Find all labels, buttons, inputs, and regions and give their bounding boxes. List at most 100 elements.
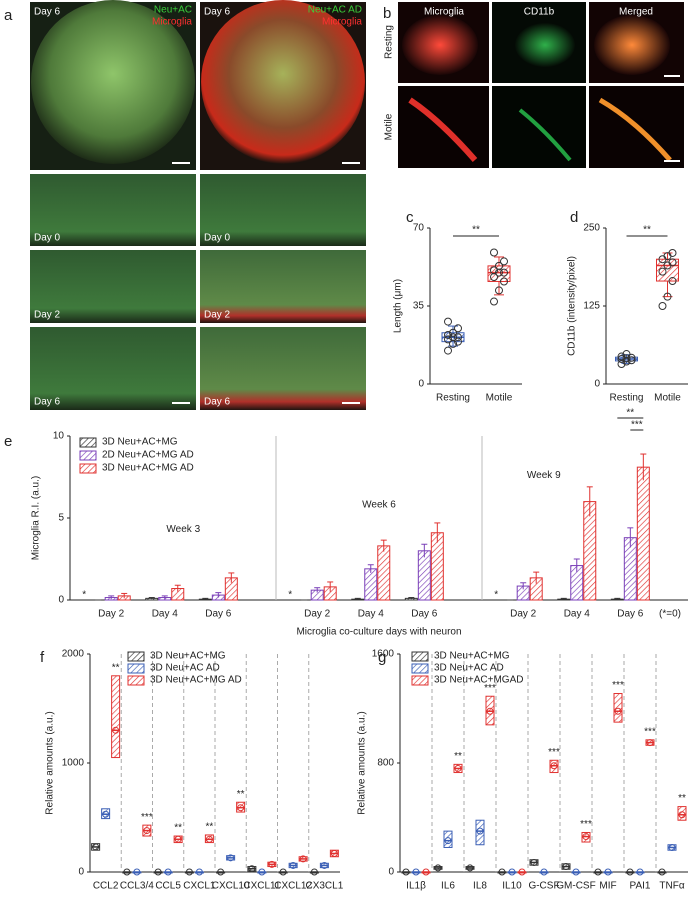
legend-swatch	[79, 463, 97, 474]
x-tick-label: PAI1	[630, 881, 651, 892]
data-point	[658, 267, 667, 276]
x-tick-label: G-CSF	[528, 881, 559, 892]
data-point	[133, 868, 141, 876]
data-point	[562, 863, 570, 871]
significance-label: ***	[612, 680, 624, 691]
significance-label: ***	[141, 812, 153, 823]
y-tick-label: 0	[418, 379, 424, 390]
y-tick-label: 250	[583, 223, 600, 234]
bar	[377, 545, 391, 601]
data-point	[490, 266, 498, 275]
image	[594, 15, 670, 75]
x-tick-label: Day 4	[358, 609, 385, 620]
data-point	[258, 868, 266, 876]
legend-swatch	[411, 651, 429, 662]
data-point	[658, 302, 667, 310]
data-point	[164, 868, 172, 876]
data-point	[237, 804, 245, 812]
y-axis-label: Relative amounts (a.u.)	[357, 711, 368, 814]
significance-label: **	[205, 822, 213, 833]
data-point	[454, 337, 462, 346]
significance-label: **	[454, 751, 462, 762]
significance-label: **	[237, 789, 245, 800]
panel-label: e	[4, 433, 12, 450]
data-point	[444, 837, 452, 845]
legend-label: 3D Neu+AC AD	[150, 663, 220, 674]
y-tick-label: 0	[78, 867, 84, 878]
image	[200, 327, 366, 410]
column-label: CD11b	[524, 7, 555, 18]
x-tick-label: Day 6	[205, 609, 232, 620]
image	[408, 97, 478, 162]
legend-swatch	[411, 675, 429, 686]
y-tick-label: 70	[413, 223, 425, 234]
y-tick-label: 5	[58, 513, 64, 524]
x-tick-label: Day 6	[411, 609, 438, 620]
data-point	[627, 356, 636, 365]
y-axis-label: Relative amounts (a.u.)	[45, 711, 56, 814]
image	[30, 174, 196, 246]
data-point	[402, 868, 410, 876]
data-point	[636, 868, 644, 876]
data-point	[412, 868, 420, 876]
image-label: Day 6	[204, 7, 231, 18]
channel-label: Neu+AC	[154, 5, 192, 16]
data-point	[622, 350, 631, 359]
panel-b-images: Microglia CD11b Merged Resting Motile	[384, 2, 684, 168]
significance-label: ***	[484, 683, 496, 694]
image-label: Day 0	[204, 233, 231, 244]
channel-label: Neu+AC AD	[308, 5, 362, 16]
data-point	[668, 843, 676, 851]
zero-marker: *	[288, 590, 292, 601]
channel-label: Microglia	[152, 17, 192, 28]
y-axis-label: CD11b (intensity/pixel)	[567, 256, 578, 356]
data-point	[490, 297, 498, 306]
y-tick-label: 2000	[62, 649, 85, 660]
data-point	[495, 261, 503, 270]
data-point	[617, 352, 626, 361]
x-axis-label: Microglia co-culture days with neuron	[296, 627, 461, 638]
x-tick-label: CCL2	[93, 881, 119, 892]
y-tick-label: 0	[58, 595, 64, 606]
x-tick-label: Motile	[654, 393, 681, 404]
data-point	[678, 811, 686, 819]
data-point	[500, 268, 508, 277]
legend-label: 3D Neu+AC+MG AD	[150, 675, 242, 686]
data-point	[279, 868, 287, 876]
column-label: Microglia	[424, 7, 464, 18]
bar	[364, 568, 378, 601]
data-point	[444, 346, 452, 355]
x-tick-label: GM-CSF	[556, 881, 595, 892]
row-label: Motile	[384, 113, 395, 140]
box	[475, 819, 485, 846]
bar	[417, 550, 431, 601]
data-point	[217, 868, 225, 876]
legend-label: 2D Neu+AC+MG AD	[102, 450, 194, 461]
data-point	[646, 739, 654, 747]
image-label: Day 2	[34, 310, 61, 321]
group-label: Week 9	[527, 470, 561, 481]
legend-swatch	[127, 651, 145, 662]
data-point	[449, 328, 457, 337]
data-point	[444, 335, 452, 344]
image	[598, 97, 672, 162]
legend-swatch	[127, 675, 145, 686]
data-point	[205, 835, 213, 843]
y-tick-label: 0	[594, 379, 600, 390]
data-point	[449, 333, 457, 342]
image	[30, 327, 196, 410]
legend-swatch	[127, 663, 145, 674]
column-label: Merged	[619, 7, 653, 18]
data-point	[627, 353, 636, 362]
row-label: Resting	[384, 25, 395, 59]
image	[201, 0, 365, 164]
x-tick-label: CXCL11	[243, 881, 280, 892]
panel-a-images: Day 6 Neu+AC Microglia Day 6 Neu+AC AD M…	[30, 0, 366, 410]
data-point	[530, 858, 538, 866]
data-point	[490, 248, 498, 257]
image	[30, 250, 196, 323]
panel-label: c	[406, 209, 414, 226]
data-point	[500, 277, 508, 286]
significance-label: ***	[548, 747, 560, 758]
x-tick-label: Day 4	[152, 609, 179, 620]
